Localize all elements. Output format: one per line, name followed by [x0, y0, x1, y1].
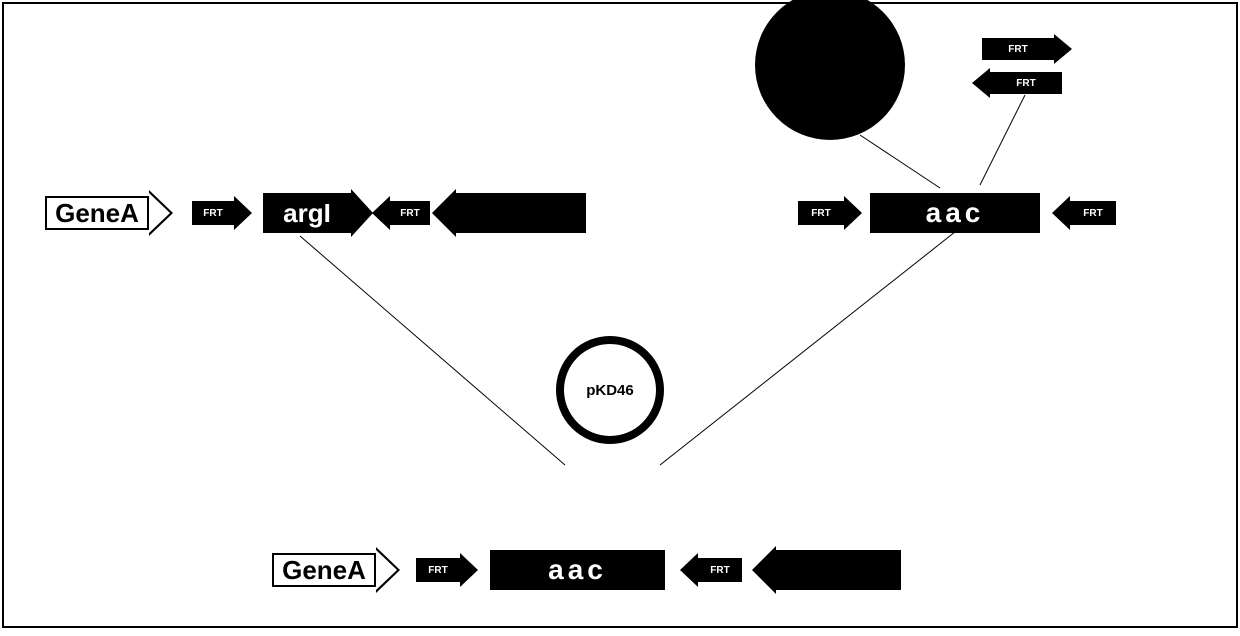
gene-a-label-bottom: GeneA: [282, 555, 366, 586]
frt-label: FRT: [1008, 44, 1027, 55]
frt-label: FRT: [1083, 208, 1102, 219]
aac-label-bottom: aac: [548, 554, 607, 586]
pkd46-circle: pKD46: [556, 336, 664, 444]
frt-label: FRT: [428, 565, 447, 576]
frt-label: FRT: [203, 208, 222, 219]
gene-a-label-top: GeneA: [55, 198, 139, 229]
frt-label: FRT: [811, 208, 830, 219]
frt-label: FRT: [1016, 78, 1035, 89]
frt-label: FRT: [400, 208, 419, 219]
frt-label: FRT: [710, 565, 729, 576]
aac-label-top: aac: [926, 197, 985, 229]
diagram-frame: [2, 2, 1238, 628]
argI-label: argI: [283, 198, 331, 229]
pkd46-label: pKD46: [586, 382, 634, 399]
